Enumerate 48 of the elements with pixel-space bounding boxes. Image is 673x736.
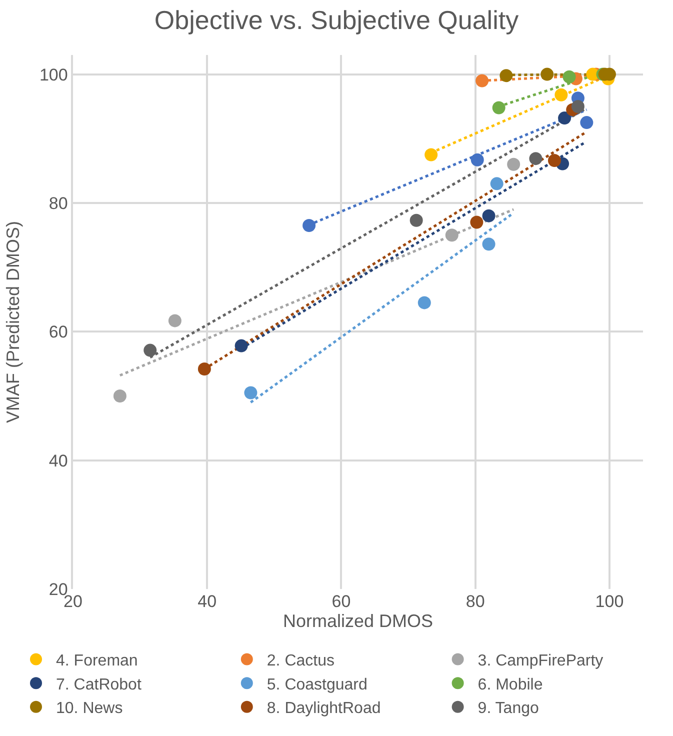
y-axis-title: VMAF (Predicted DMOS)	[3, 220, 24, 424]
point	[492, 101, 506, 114]
point	[558, 112, 572, 125]
point	[470, 216, 484, 229]
point	[490, 177, 504, 190]
y-tick-label: 40	[48, 451, 68, 470]
legend-label: 8. DaylightRoad	[266, 700, 381, 718]
point	[234, 339, 248, 352]
point	[562, 70, 576, 84]
point	[244, 386, 258, 400]
x-axis-title: Normalized DMOS	[282, 611, 434, 632]
point	[470, 153, 484, 166]
chart-title: Objective vs. Subjective Quality	[154, 5, 519, 36]
x-tick-label: 80	[466, 592, 485, 611]
point	[418, 296, 431, 310]
x-tick-label: 60	[332, 592, 351, 611]
point	[198, 362, 211, 376]
legend-label: 5. Coastguard	[266, 676, 368, 694]
point	[507, 158, 520, 171]
point	[424, 148, 438, 162]
x-tick-label: 100	[595, 592, 624, 611]
point	[554, 88, 568, 102]
legend-label: 7. CatRobot	[56, 676, 142, 694]
point	[482, 238, 496, 251]
x-tick-label: 40	[198, 592, 217, 611]
point	[302, 218, 316, 232]
legend-label: 6. Mobile	[478, 676, 543, 694]
legend-label: 10. News	[56, 700, 123, 718]
point	[144, 344, 157, 357]
point	[476, 74, 489, 88]
point	[580, 116, 594, 130]
legend-label: 4. Foreman	[56, 652, 138, 670]
point	[168, 314, 182, 328]
point	[571, 100, 584, 113]
y-tick-label: 80	[48, 194, 68, 213]
point	[548, 154, 561, 168]
point	[445, 228, 458, 242]
y-tick-label: 60	[48, 322, 68, 342]
point	[113, 389, 126, 402]
legend-label: 9. Tango	[478, 700, 539, 718]
point	[540, 68, 554, 81]
point	[410, 214, 423, 227]
y-tick-label: 100	[39, 65, 68, 84]
point	[482, 209, 496, 222]
point	[529, 152, 542, 166]
legend-label: 2. Cactus	[266, 652, 334, 670]
legend-label: 3. CampFireParty	[478, 652, 604, 670]
point	[500, 69, 513, 82]
